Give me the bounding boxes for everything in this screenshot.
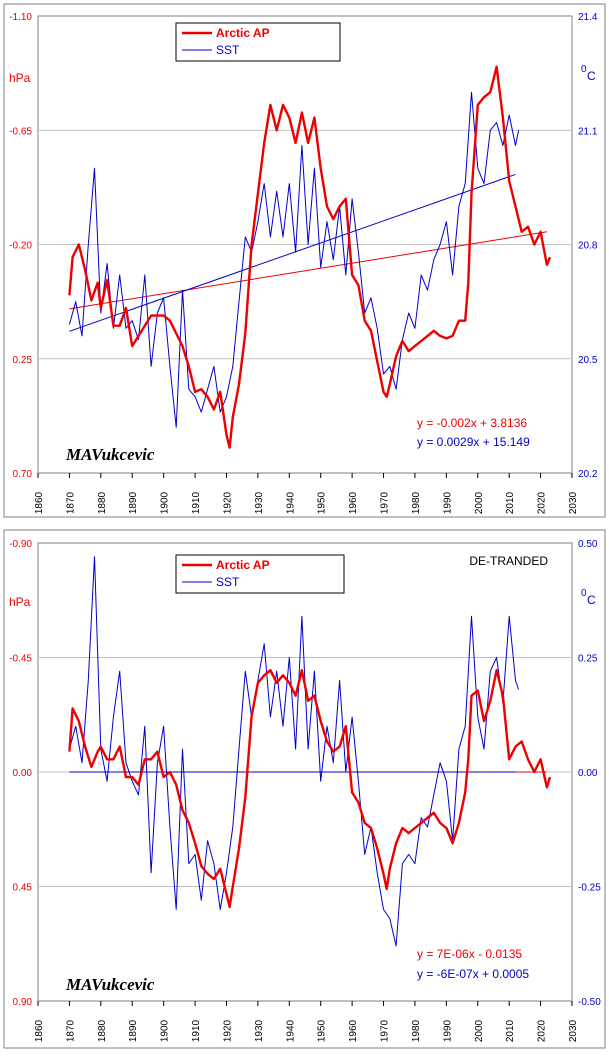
left-tick-label: 0.00 (13, 768, 33, 779)
x-tick-label: 1970 (380, 1019, 391, 1042)
x-tick-label: 2000 (474, 491, 485, 514)
x-tick-label: 1860 (34, 1019, 45, 1042)
x-tick-label: 1890 (128, 491, 139, 514)
right-tick-label: 0.00 (578, 768, 598, 779)
x-tick-label: 1920 (222, 491, 233, 514)
x-tick-label: 1950 (317, 491, 328, 514)
x-tick-label: 2010 (505, 1019, 516, 1042)
sst-trend-equation: y = -6E-07x + 0.0005 (417, 967, 529, 981)
right-tick-label: -0.25 (578, 883, 601, 894)
right-tick-label: -0.50 (578, 997, 601, 1008)
detrended-annotation: DE-TRANDED (469, 554, 548, 568)
legend-box (175, 22, 341, 62)
x-tick-label: 2020 (537, 491, 548, 514)
x-tick-label: 1920 (222, 1019, 233, 1042)
right-axis-label-degree: 0 (581, 588, 587, 599)
right-tick-label: 20.5 (578, 355, 598, 366)
author-signature: MAVukcevic (65, 975, 155, 994)
x-tick-label: 1990 (442, 1019, 453, 1042)
right-tick-label: 0.50 (578, 539, 598, 550)
x-tick-label: 1940 (285, 1019, 296, 1042)
x-tick-label: 1910 (191, 1019, 202, 1042)
right-tick-label: 20.2 (578, 469, 598, 480)
legend-box (175, 554, 345, 594)
arctic-ap-series-line (68, 669, 552, 909)
x-tick-label: 1980 (411, 1019, 422, 1042)
x-tick-label: 1900 (160, 491, 171, 514)
sst-trend-line (69, 173, 516, 332)
x-tick-label: 1880 (97, 491, 108, 514)
x-tick-label: 1900 (160, 1019, 171, 1042)
right-axis-label-unit: C (587, 69, 596, 83)
arctic-trend-equation: y = -0.002x + 3.8136 (417, 416, 527, 430)
x-tick-label: 1880 (97, 1019, 108, 1042)
legend-arctic-label: Arctic AP (216, 26, 270, 40)
arctic-trend-line (69, 231, 547, 310)
x-tick-label: 1990 (442, 491, 453, 514)
legend-arctic-label: Arctic AP (216, 558, 270, 572)
x-tick-label: 1980 (411, 491, 422, 514)
x-tick-label: 1910 (191, 491, 202, 514)
x-tick-label: 2010 (505, 491, 516, 514)
x-tick-label: 1960 (348, 491, 359, 514)
legend-sst-label: SST (216, 43, 240, 57)
chart-panel-1: -1.10 21.4 -0.65 21.1 -0.20 20.8 0.25 20.5 0.70 2… (3, 3, 606, 518)
x-tick-label: 2030 (568, 491, 579, 514)
left-tick-label: 0.45 (13, 883, 33, 894)
x-tick-label: 1930 (254, 1019, 265, 1042)
x-tick-label: 1930 (254, 491, 265, 514)
x-tick-label: 1870 (65, 1019, 76, 1042)
author-signature: MAVukcevic (65, 445, 155, 464)
left-tick-label: 0.25 (13, 355, 33, 366)
right-tick-label: 20.8 (578, 241, 598, 252)
left-tick-label: -0.65 (9, 126, 32, 137)
x-tick-label: 1970 (380, 491, 391, 514)
sst-trend-equation: y = 0.0029x + 15.149 (417, 435, 530, 449)
right-tick-label: 0.25 (578, 654, 598, 665)
left-tick-label: -0.45 (9, 654, 32, 665)
sst-series-line (68, 91, 520, 428)
x-tick-label: 2030 (568, 1019, 579, 1042)
x-tick-label: 2020 (537, 1019, 548, 1042)
x-tick-label: 1870 (65, 491, 76, 514)
left-axis-label: hPa (9, 71, 31, 85)
right-axis-label-unit: C (587, 593, 596, 607)
left-axis-label: hPa (9, 595, 31, 609)
chart-panel-2: -0.90 0.50 -0.45 0.25 0.00 0.00 0.45 -0.25 0.90 -… (3, 529, 606, 1049)
left-tick-label: -1.10 (9, 12, 32, 23)
x-tick-label: 1890 (128, 1019, 139, 1042)
x-tick-label: 2000 (474, 1019, 485, 1042)
arctic-ap-series-line (68, 65, 552, 449)
arctic-trend-equation: y = 7E-06x - 0.0135 (417, 947, 522, 961)
x-tick-label: 1950 (317, 1019, 328, 1042)
sst-series-line (68, 556, 520, 947)
legend-sst-label: SST (216, 575, 240, 589)
left-tick-label: -0.90 (9, 539, 32, 550)
left-tick-label: 0.70 (13, 469, 33, 480)
left-tick-label: -0.20 (9, 241, 32, 252)
x-tick-label: 1940 (285, 491, 296, 514)
right-tick-label: 21.1 (578, 126, 598, 137)
right-axis-label-degree: 0 (581, 64, 587, 75)
x-tick-label: 1960 (348, 1019, 359, 1042)
left-tick-label: 0.90 (13, 997, 33, 1008)
x-tick-label: 1860 (34, 491, 45, 514)
right-tick-label: 21.4 (578, 12, 598, 23)
